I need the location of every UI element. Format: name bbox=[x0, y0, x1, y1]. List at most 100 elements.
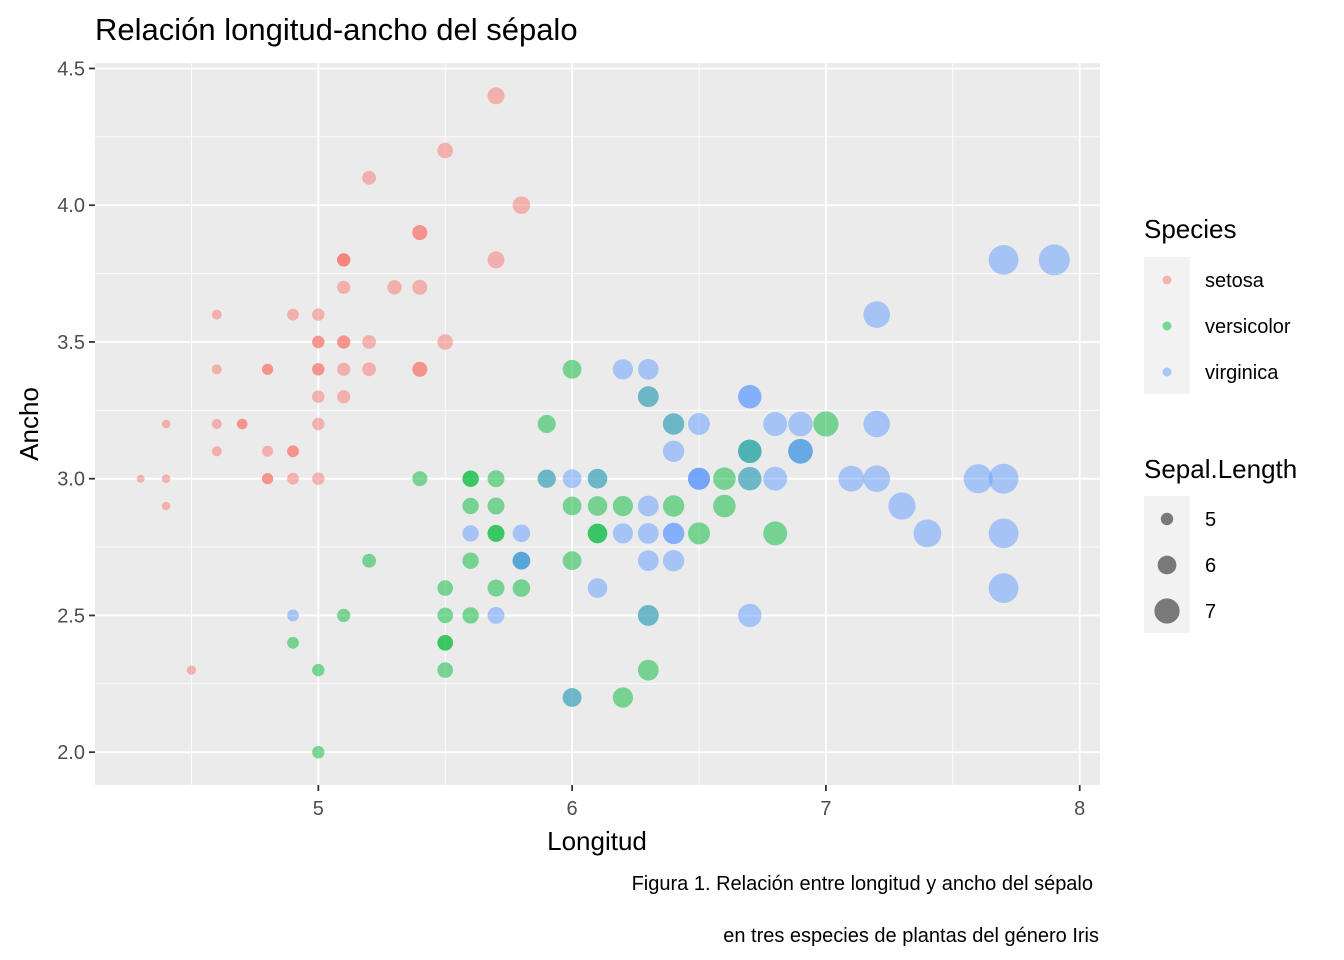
data-point-virginica bbox=[587, 468, 608, 489]
data-point-versicolor bbox=[462, 470, 479, 487]
data-point-virginica bbox=[662, 550, 685, 572]
data-point-virginica bbox=[287, 609, 299, 622]
data-point-virginica bbox=[738, 467, 762, 491]
data-point-virginica bbox=[988, 463, 1019, 494]
chart-title: Relación longitud-ancho del sépalo bbox=[95, 12, 578, 47]
data-point-versicolor bbox=[562, 359, 582, 379]
data-point-setosa bbox=[512, 196, 531, 214]
data-point-setosa bbox=[236, 418, 248, 430]
data-point-setosa bbox=[186, 665, 196, 675]
data-point-setosa bbox=[337, 280, 351, 294]
data-point-versicolor bbox=[362, 553, 376, 568]
legend-size-key bbox=[1157, 555, 1177, 575]
data-point-virginica bbox=[512, 551, 531, 570]
data-point-setosa bbox=[437, 142, 454, 159]
x-tick-label: 7 bbox=[820, 798, 831, 820]
data-point-virginica bbox=[838, 465, 865, 492]
data-point-virginica bbox=[587, 578, 608, 598]
y-tick-label: 4.0 bbox=[57, 195, 85, 217]
data-point-versicolor bbox=[312, 663, 325, 677]
data-point-versicolor bbox=[763, 521, 788, 546]
y-tick-label: 3.0 bbox=[57, 469, 85, 491]
x-tick-label: 5 bbox=[313, 798, 324, 820]
legend-size-label: 7 bbox=[1205, 601, 1216, 623]
legend-label-setosa: setosa bbox=[1205, 270, 1265, 292]
data-point-virginica bbox=[637, 605, 659, 626]
data-point-virginica bbox=[612, 523, 634, 544]
data-point-setosa bbox=[211, 364, 222, 375]
legend-species-title: Species bbox=[1144, 214, 1237, 244]
data-point-setosa bbox=[161, 501, 171, 511]
data-point-versicolor bbox=[637, 659, 659, 681]
data-point-virginica bbox=[913, 519, 942, 548]
data-point-setosa bbox=[287, 445, 299, 458]
data-point-virginica bbox=[662, 413, 685, 435]
data-point-setosa bbox=[211, 309, 222, 320]
data-point-virginica bbox=[788, 439, 813, 464]
data-point-virginica bbox=[637, 523, 659, 544]
data-point-versicolor bbox=[337, 608, 351, 623]
data-point-virginica bbox=[688, 413, 710, 435]
data-point-virginica bbox=[637, 495, 659, 517]
data-point-versicolor bbox=[562, 496, 582, 516]
data-point-versicolor bbox=[487, 470, 505, 488]
data-point-virginica bbox=[863, 465, 890, 493]
data-point-setosa bbox=[211, 419, 222, 429]
data-point-setosa bbox=[262, 363, 274, 375]
data-point-virginica bbox=[512, 524, 531, 543]
legend-label-virginica: virginica bbox=[1205, 362, 1279, 384]
data-point-versicolor bbox=[462, 497, 479, 515]
x-tick-label: 8 bbox=[1074, 798, 1085, 820]
data-point-versicolor bbox=[487, 497, 505, 515]
data-point-virginica bbox=[963, 464, 993, 494]
data-point-setosa bbox=[337, 335, 351, 349]
data-point-versicolor bbox=[537, 414, 556, 434]
legend-size-label: 5 bbox=[1205, 509, 1216, 531]
data-point-setosa bbox=[362, 362, 376, 377]
data-point-setosa bbox=[487, 251, 505, 269]
data-point-versicolor bbox=[462, 607, 479, 624]
data-point-setosa bbox=[362, 171, 376, 185]
legend-key-virginica bbox=[1162, 367, 1172, 377]
caption-line-2: en tres especies de plantas del género I… bbox=[723, 925, 1099, 947]
data-point-setosa bbox=[387, 280, 402, 295]
data-point-setosa bbox=[312, 308, 325, 321]
data-point-versicolor bbox=[437, 607, 454, 624]
data-point-versicolor bbox=[312, 746, 325, 759]
data-point-virginica bbox=[738, 385, 762, 409]
data-point-virginica bbox=[863, 410, 890, 438]
x-axis-title: Longitud bbox=[547, 826, 647, 856]
data-point-versicolor bbox=[287, 636, 299, 649]
data-point-versicolor bbox=[437, 580, 454, 596]
legend-size: Sepal.Length 5 6 7 bbox=[1144, 454, 1297, 633]
data-points bbox=[136, 87, 1070, 759]
data-point-versicolor bbox=[587, 496, 608, 516]
data-point-versicolor bbox=[437, 662, 454, 678]
data-point-virginica bbox=[487, 606, 505, 624]
data-point-virginica bbox=[612, 359, 634, 380]
data-point-virginica bbox=[1038, 244, 1070, 276]
data-point-versicolor bbox=[562, 551, 582, 571]
data-point-setosa bbox=[487, 87, 505, 105]
data-point-virginica bbox=[738, 439, 762, 463]
data-point-virginica bbox=[562, 469, 582, 489]
data-point-versicolor bbox=[587, 523, 608, 544]
legend-size-label: 6 bbox=[1205, 555, 1216, 577]
data-point-virginica bbox=[637, 550, 659, 572]
data-point-virginica bbox=[788, 411, 813, 437]
data-point-virginica bbox=[688, 467, 710, 490]
data-point-setosa bbox=[412, 225, 428, 241]
data-point-virginica bbox=[988, 518, 1019, 549]
data-point-versicolor bbox=[612, 495, 634, 517]
legend-key-versicolor bbox=[1162, 321, 1172, 331]
data-point-virginica bbox=[662, 440, 685, 462]
x-axis-ticks: 5 6 7 8 bbox=[313, 785, 1085, 820]
data-point-virginica bbox=[763, 412, 788, 436]
data-point-virginica bbox=[637, 358, 659, 380]
data-point-virginica bbox=[662, 522, 685, 545]
data-point-setosa bbox=[287, 308, 299, 321]
data-point-versicolor bbox=[713, 467, 736, 491]
data-point-setosa bbox=[161, 419, 171, 429]
y-tick-label: 2.5 bbox=[57, 605, 85, 627]
data-point-virginica bbox=[763, 466, 788, 491]
